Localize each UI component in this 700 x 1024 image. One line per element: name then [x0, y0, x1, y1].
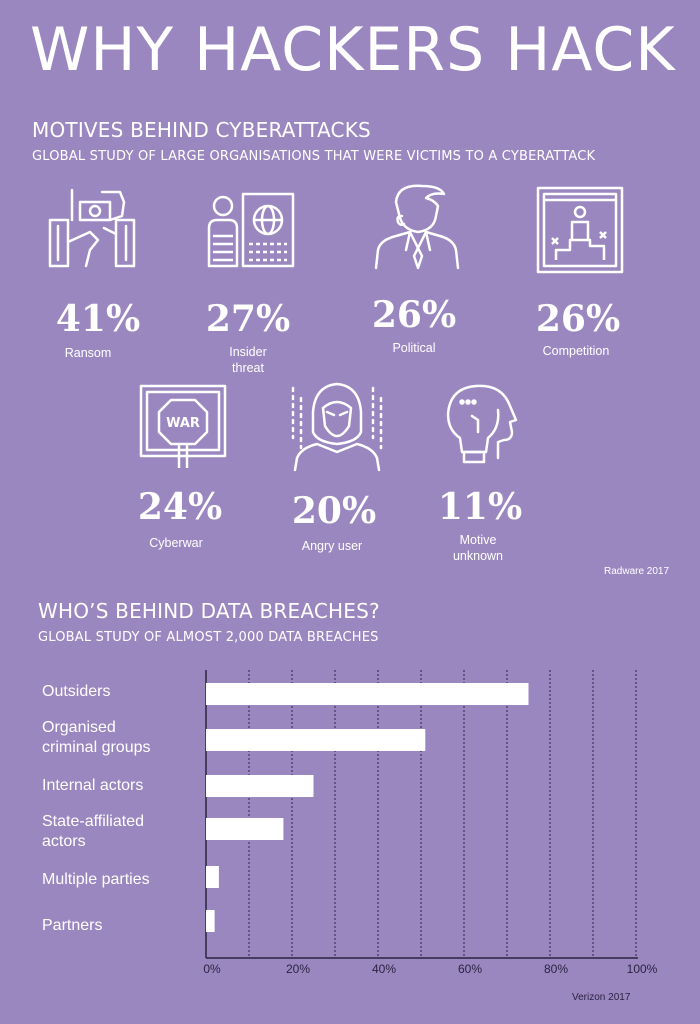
- svg-text:WAR: WAR: [166, 416, 200, 431]
- motive-value-insider: 27%: [205, 298, 291, 340]
- bar-3: [206, 818, 284, 840]
- x-tick-label: 0%: [203, 962, 221, 976]
- category-label-1: Organised criminal groups: [42, 719, 151, 756]
- motive-label-cyberwar: Cyberwar: [149, 536, 203, 550]
- breaches-source: Verizon 2017: [572, 992, 631, 1003]
- motive-label-political: Political: [392, 341, 436, 355]
- main-title: WHY HACKERS HACK: [30, 15, 676, 85]
- category-label-0: Outsiders: [42, 683, 111, 700]
- bar-0: [206, 683, 529, 705]
- motive-value-angry-user: 20%: [291, 490, 377, 532]
- bar-1: [206, 729, 426, 751]
- motive-value-political: 26%: [371, 294, 457, 336]
- motive-label-ransom: Ransom: [64, 346, 112, 360]
- insider-threat-icon: [203, 180, 303, 280]
- hooded-hacker-icon: [287, 378, 387, 478]
- category-label-4: Multiple parties: [42, 871, 150, 888]
- bar-4: [206, 866, 219, 888]
- motive-label-competition: Competition: [542, 344, 610, 358]
- motive-label-angry-user: Angry user: [301, 539, 363, 553]
- motive-value-ransom: 41%: [55, 298, 141, 340]
- motives-subtitle: GLOBAL STUDY OF LARGE ORGANISATIONS THAT…: [32, 149, 596, 164]
- motive-label-unknown: Motive unknown: [452, 533, 504, 563]
- x-tick-label: 80%: [543, 962, 569, 976]
- ransom-icon: [42, 180, 142, 280]
- breaches-subtitle: GLOBAL STUDY OF ALMOST 2,000 DATA BREACH…: [38, 630, 379, 645]
- question-head-icon: [432, 376, 532, 476]
- category-label-5: Partners: [42, 917, 103, 934]
- podium-icon: [530, 180, 630, 280]
- motive-value-cyberwar: 24%: [137, 486, 223, 528]
- category-label-3: State-affiliated actors: [42, 813, 144, 850]
- motive-value-competition: 26%: [535, 298, 621, 340]
- politician-icon: [366, 176, 466, 276]
- x-tick-label: 100%: [626, 962, 658, 976]
- motive-value-unknown: 11%: [437, 486, 523, 528]
- category-label-2: Internal actors: [42, 777, 144, 794]
- bar-5: [206, 910, 215, 932]
- x-tick-label: 60%: [457, 962, 483, 976]
- x-tick-label: 40%: [371, 962, 397, 976]
- motives-title: MOTIVES BEHIND CYBERATTACKS: [32, 118, 371, 142]
- breaches-title: WHO’S BEHIND DATA BREACHES?: [38, 599, 380, 623]
- motives-source: Radware 2017: [604, 566, 670, 577]
- motive-label-insider: Insider threat: [229, 345, 267, 375]
- bar-2: [206, 775, 314, 797]
- x-tick-label: 20%: [285, 962, 311, 976]
- war-sign-icon: WAR: [133, 376, 233, 476]
